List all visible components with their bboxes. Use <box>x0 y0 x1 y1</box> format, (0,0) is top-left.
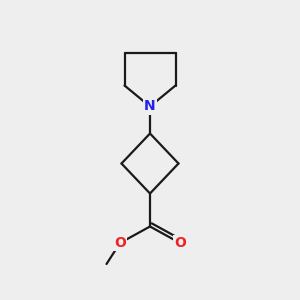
Text: N: N <box>144 100 156 113</box>
Text: O: O <box>174 236 186 250</box>
Text: O: O <box>114 236 126 250</box>
